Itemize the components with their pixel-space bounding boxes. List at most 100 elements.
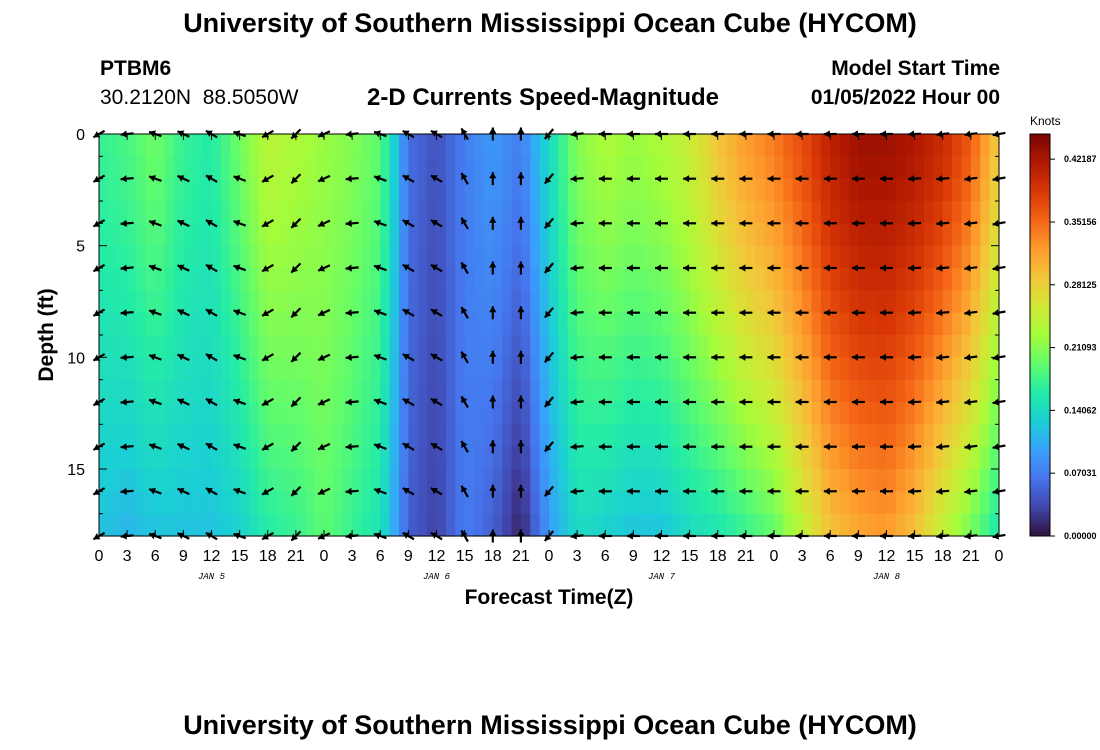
current-arrow — [823, 309, 837, 317]
heatmap-cell — [652, 312, 663, 336]
heatmap-cell — [895, 513, 906, 537]
heatmap-cell — [108, 156, 119, 180]
current-arrow — [655, 219, 668, 227]
arrow-head — [402, 309, 410, 316]
heatmap-cell — [670, 290, 681, 314]
heatmap-cell — [905, 491, 916, 515]
heatmap-cell — [117, 156, 128, 180]
heatmap-cell — [961, 402, 972, 425]
arrow-head — [823, 443, 830, 451]
current-arrow — [626, 398, 640, 406]
current-arrow — [345, 487, 359, 495]
heatmap-cell — [230, 379, 241, 403]
heatmap-cell — [877, 357, 888, 381]
heatmap-cell — [445, 357, 456, 381]
heatmap-cell — [530, 312, 541, 336]
heatmap-cell — [989, 223, 1000, 247]
current-arrow — [402, 308, 415, 317]
arrow-head — [120, 219, 127, 227]
x-tick-label: 0 — [320, 548, 329, 565]
heatmap-cell — [530, 446, 541, 470]
heatmap-cell — [408, 134, 419, 157]
heatmap-cell — [436, 513, 447, 537]
arrow-head — [430, 175, 438, 182]
heatmap-cell — [399, 469, 409, 492]
current-arrow — [205, 353, 218, 362]
heatmap-cell — [277, 223, 288, 247]
heatmap-cell — [764, 245, 775, 269]
heatmap-cell — [811, 491, 822, 515]
heatmap-cell — [370, 513, 381, 537]
current-arrow — [430, 219, 443, 228]
heatmap-cell — [370, 156, 381, 180]
heatmap-cell — [670, 446, 681, 470]
heatmap-cell — [783, 223, 794, 247]
heatmap-cell — [933, 513, 944, 537]
heatmap-cell — [970, 223, 981, 247]
heatmap-cell — [408, 156, 419, 180]
arrow-head — [908, 219, 915, 227]
heatmap-cell — [539, 268, 550, 291]
current-arrow — [177, 442, 190, 451]
arrow-head — [291, 355, 299, 362]
colorbar-tick-label: 0.07031 — [1064, 468, 1097, 478]
heatmap-cell — [436, 156, 447, 180]
heatmap-cell — [127, 156, 138, 180]
heatmap-cell — [755, 178, 766, 202]
heatmap-cell — [295, 201, 306, 224]
heatmap-cell — [774, 223, 784, 247]
arrow-head — [598, 398, 605, 406]
heatmap-cell — [267, 178, 278, 202]
heatmap-cell — [164, 156, 175, 180]
current-arrow — [711, 487, 725, 495]
current-arrow — [402, 353, 415, 362]
heatmap-cell — [361, 335, 372, 358]
heatmap-cell — [642, 201, 653, 224]
arrow-head — [767, 309, 774, 317]
heatmap-cell — [342, 312, 353, 336]
heatmap-cell — [314, 469, 325, 492]
heatmap-cell — [745, 268, 756, 291]
heatmap-cell — [633, 245, 644, 269]
heatmap-cell — [277, 178, 288, 202]
current-arrow — [177, 264, 190, 272]
heatmap-cell — [877, 290, 888, 314]
heatmap-cell — [342, 357, 353, 381]
heatmap-cell — [417, 402, 428, 425]
heatmap-cell — [445, 446, 456, 470]
heatmap-cell — [324, 379, 334, 403]
heatmap-cell — [858, 402, 869, 425]
heatmap-cell — [811, 134, 822, 157]
heatmap-cell — [961, 201, 972, 224]
heatmap-cell — [445, 491, 456, 515]
heatmap-cell — [370, 178, 381, 202]
heatmap-cell — [736, 469, 747, 492]
heatmap-cell — [455, 402, 466, 425]
arrow-head — [149, 309, 156, 316]
heatmap-cell — [483, 379, 494, 403]
heatmap-cell — [867, 335, 878, 358]
heatmap-cell — [295, 491, 306, 515]
heatmap-cell — [342, 424, 353, 448]
heatmap-cell — [727, 312, 738, 336]
heatmap-cell — [408, 491, 419, 515]
heatmap-cell — [258, 335, 269, 358]
heatmap-cell — [230, 290, 241, 314]
heatmap-cell — [924, 245, 934, 269]
heatmap-cell — [464, 156, 475, 180]
heatmap-cell — [211, 178, 222, 202]
heatmap-cell — [211, 156, 222, 180]
heatmap-cell — [267, 379, 278, 403]
heatmap-cell — [989, 402, 1000, 425]
heatmap-cell — [370, 290, 381, 314]
heatmap-cell — [699, 357, 709, 381]
heatmap-cell — [502, 134, 513, 157]
heatmap-cell — [380, 446, 391, 470]
heatmap-cell — [717, 402, 728, 425]
current-arrow — [936, 487, 950, 495]
heatmap-cell — [99, 513, 109, 537]
heatmap-cell — [502, 335, 513, 358]
heatmap-cell — [933, 178, 944, 202]
heatmap-cell — [567, 245, 578, 269]
heatmap-cell — [586, 424, 597, 448]
